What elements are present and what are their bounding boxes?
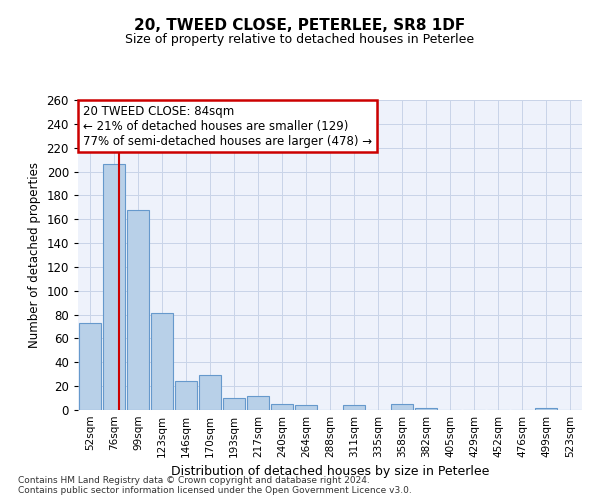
Bar: [127, 210, 149, 410]
Bar: [391, 404, 413, 410]
Bar: [271, 404, 293, 410]
Bar: [79, 323, 101, 410]
Text: 20 TWEED CLOSE: 84sqm
← 21% of detached houses are smaller (129)
77% of semi-det: 20 TWEED CLOSE: 84sqm ← 21% of detached …: [83, 104, 372, 148]
Bar: [199, 376, 221, 410]
Text: Contains HM Land Registry data © Crown copyright and database right 2024.: Contains HM Land Registry data © Crown c…: [18, 476, 370, 485]
X-axis label: Distribution of detached houses by size in Peterlee: Distribution of detached houses by size …: [171, 466, 489, 478]
Bar: [415, 408, 437, 410]
Text: Contains public sector information licensed under the Open Government Licence v3: Contains public sector information licen…: [18, 486, 412, 495]
Bar: [295, 405, 317, 410]
Bar: [247, 396, 269, 410]
Text: 20, TWEED CLOSE, PETERLEE, SR8 1DF: 20, TWEED CLOSE, PETERLEE, SR8 1DF: [134, 18, 466, 32]
Bar: [103, 164, 125, 410]
Bar: [535, 408, 557, 410]
Text: Size of property relative to detached houses in Peterlee: Size of property relative to detached ho…: [125, 32, 475, 46]
Bar: [151, 314, 173, 410]
Y-axis label: Number of detached properties: Number of detached properties: [28, 162, 41, 348]
Bar: [343, 405, 365, 410]
Bar: [175, 382, 197, 410]
Bar: [223, 398, 245, 410]
